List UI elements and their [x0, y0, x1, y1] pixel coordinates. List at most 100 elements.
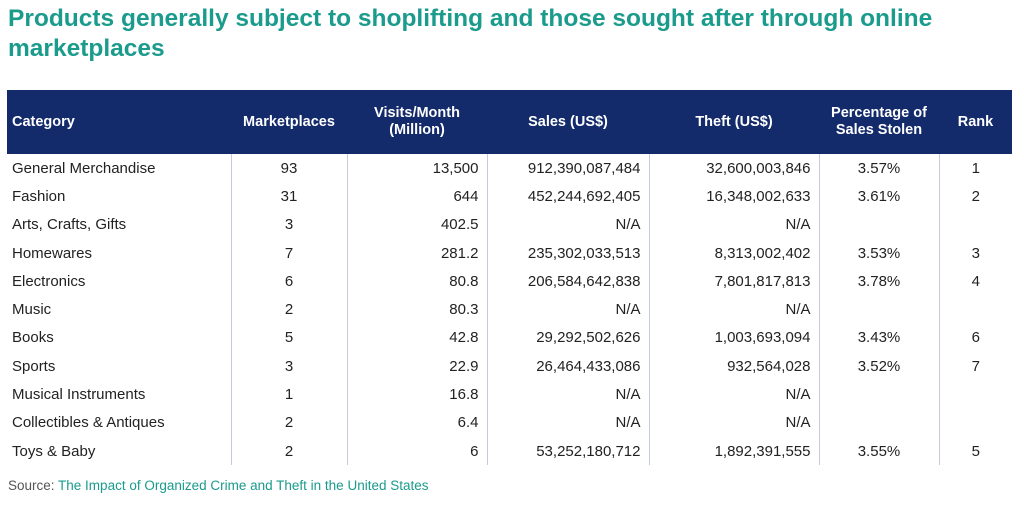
cell-marketplaces: 3 — [230, 210, 347, 239]
cell-visits: 42.8 — [346, 323, 487, 353]
cell-rank: 7 — [938, 352, 1012, 381]
cell-rank: 5 — [938, 436, 1012, 466]
cell-category: Toys & Baby — [12, 442, 96, 460]
cell-category: Electronics — [12, 272, 86, 290]
cell-rank — [938, 380, 1012, 409]
table-row: Collectibles & Antiques 2 6.4 N/A N/A — [7, 408, 1012, 437]
source-link[interactable]: The Impact of Organized Crime and Theft … — [58, 478, 429, 493]
cell-visits: 6 — [346, 436, 487, 466]
cell-category: Collectibles & Antiques — [12, 414, 165, 432]
source-label: Source: — [8, 478, 55, 493]
cell-visits: 13,500 — [346, 154, 487, 183]
cell-marketplaces: 2 — [230, 408, 347, 437]
cell-category: Musical Instruments — [12, 386, 146, 404]
page-title: Products generally subject to shopliftin… — [8, 5, 933, 62]
column-header-percentage: Percentage of Sales Stolen — [831, 105, 927, 138]
cell-sales: N/A — [486, 210, 649, 239]
table-row: Homewares 7 281.2 235,302,033,513 8,313,002,… — [7, 238, 1012, 268]
table-row: Arts, Crafts, Gifts 3 402.5 N/A N/A — [7, 210, 1012, 239]
cell-visits: 402.5 — [346, 210, 487, 239]
table-row: Fashion 31 644 452,244,692,405 16,348,002,63… — [7, 182, 1012, 211]
cell-percentage: 3.61% — [818, 182, 939, 211]
column-header-rank: Rank — [957, 113, 994, 130]
cell-rank: 4 — [938, 267, 1012, 296]
cell-visits: 644 — [346, 182, 487, 211]
cell-marketplaces: 2 — [230, 436, 347, 466]
cell-visits: 80.8 — [346, 267, 487, 296]
cell-rank: 2 — [938, 182, 1012, 211]
cell-sales: 912,390,087,484 — [486, 154, 649, 183]
table-row: General Merchandise 93 13,500 912,390,087,4… — [7, 154, 1012, 183]
cell-category: General Merchandise — [12, 159, 156, 177]
cell-marketplaces: 7 — [230, 238, 347, 268]
column-header-category: Category — [12, 113, 75, 130]
cell-visits: 22.9 — [346, 352, 487, 381]
column-header-sales: Sales (US$) — [528, 113, 608, 130]
cell-percentage: 3.57% — [818, 154, 939, 183]
column-header-marketplaces: Marketplaces — [243, 113, 335, 130]
cell-percentage — [818, 295, 939, 324]
cell-percentage: 3.43% — [818, 323, 939, 353]
cell-theft: 16,348,002,633 — [648, 182, 819, 211]
cell-category: Books — [12, 329, 54, 347]
cell-category: Music — [12, 301, 52, 319]
cell-rank: 3 — [938, 238, 1012, 268]
cell-rank — [938, 408, 1012, 437]
table-row: Sports 3 22.9 26,464,433,086 932,564,028 3.52… — [7, 352, 1012, 381]
cell-rank: 6 — [938, 323, 1012, 353]
cell-marketplaces: 31 — [230, 182, 347, 211]
cell-rank — [938, 210, 1012, 239]
cell-visits: 80.3 — [346, 295, 487, 324]
cell-visits: 281.2 — [346, 238, 487, 268]
cell-theft: 32,600,003,846 — [648, 154, 819, 183]
cell-percentage: 3.53% — [818, 238, 939, 268]
cell-percentage — [818, 408, 939, 437]
cell-sales: N/A — [486, 380, 649, 409]
cell-sales: N/A — [486, 408, 649, 437]
cell-marketplaces: 93 — [230, 154, 347, 183]
column-header-theft: Theft (US$) — [695, 113, 773, 130]
column-header-visits: Visits/Month (Million) — [374, 105, 460, 138]
cell-sales: 29,292,502,626 — [486, 323, 649, 353]
cell-visits: 6.4 — [346, 408, 487, 437]
products-table: Category Marketplaces Visits/Month (Mill… — [7, 90, 1012, 466]
cell-visits: 16.8 — [346, 380, 487, 409]
table-row: Toys & Baby 2 6 53,252,180,712 1,892,391,555… — [7, 436, 1012, 466]
table-row: Electronics 6 80.8 206,584,642,838 7,801,817… — [7, 267, 1012, 296]
cell-sales: 206,584,642,838 — [486, 267, 649, 296]
table-row: Books 5 42.8 29,292,502,626 1,003,693,094 3.4… — [7, 323, 1012, 353]
cell-rank: 1 — [938, 154, 1012, 183]
cell-category: Sports — [12, 357, 56, 375]
cell-percentage — [818, 210, 939, 239]
cell-sales: 452,244,692,405 — [486, 182, 649, 211]
table-row: Music 2 80.3 N/A N/A — [7, 295, 1012, 324]
cell-marketplaces: 1 — [230, 380, 347, 409]
cell-marketplaces: 5 — [230, 323, 347, 353]
cell-percentage: 3.55% — [818, 436, 939, 466]
cell-percentage: 3.52% — [818, 352, 939, 381]
table-row: Musical Instruments 1 16.8 N/A N/A — [7, 380, 1012, 409]
cell-theft: 7,801,817,813 — [648, 267, 819, 296]
cell-marketplaces: 3 — [230, 352, 347, 381]
cell-marketplaces: 2 — [230, 295, 347, 324]
cell-sales: 235,302,033,513 — [486, 238, 649, 268]
cell-theft: N/A — [648, 295, 819, 324]
cell-category: Fashion — [12, 187, 66, 205]
cell-theft: 1,892,391,555 — [648, 436, 819, 466]
cell-category: Homewares — [12, 244, 93, 262]
source-note: Source: The Impact of Organized Crime an… — [8, 478, 429, 493]
cell-sales: 53,252,180,712 — [486, 436, 649, 466]
cell-theft: 1,003,693,094 — [648, 323, 819, 353]
cell-sales: N/A — [486, 295, 649, 324]
cell-theft: N/A — [648, 408, 819, 437]
cell-theft: N/A — [648, 210, 819, 239]
cell-marketplaces: 6 — [230, 267, 347, 296]
cell-theft: N/A — [648, 380, 819, 409]
cell-rank — [938, 295, 1012, 324]
cell-theft: 8,313,002,402 — [648, 238, 819, 268]
cell-category: Arts, Crafts, Gifts — [12, 216, 127, 234]
cell-percentage: 3.78% — [818, 267, 939, 296]
cell-sales: 26,464,433,086 — [486, 352, 649, 381]
cell-percentage — [818, 380, 939, 409]
cell-theft: 932,564,028 — [648, 352, 819, 381]
